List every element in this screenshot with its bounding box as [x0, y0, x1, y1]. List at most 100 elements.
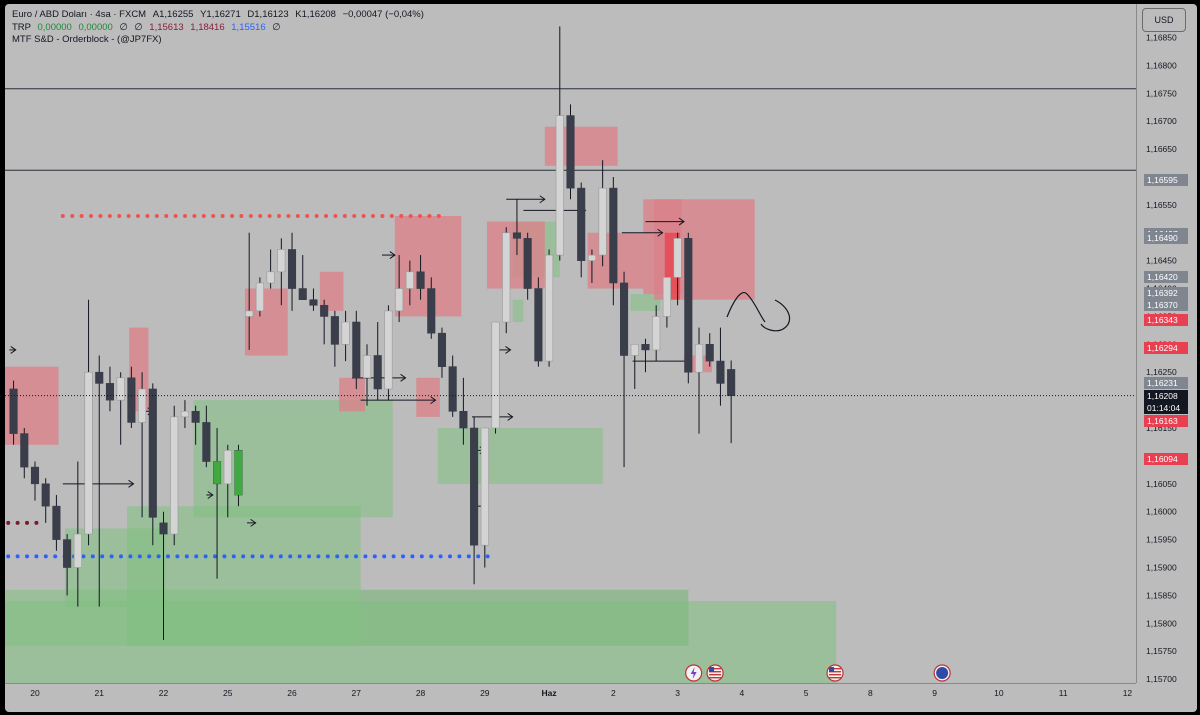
arrow-head [10, 346, 17, 354]
chart-frame[interactable]: 1,168501,168001,167501,167001,166501,166… [5, 4, 1197, 712]
candle-body [448, 366, 457, 412]
bull-candle [598, 160, 607, 267]
price-tick-label: 1,16550 [1146, 200, 1177, 210]
level-dot [201, 214, 206, 219]
level-dot [457, 554, 462, 559]
candle-body [480, 427, 489, 546]
bar-countdown: 01:14:04 [1144, 401, 1188, 414]
level-dot [258, 214, 263, 219]
candle-body [298, 288, 307, 301]
level-dot [183, 214, 188, 219]
projection-arrow [247, 518, 257, 527]
price-label: 1,16294 [1144, 341, 1188, 354]
candle-body [245, 310, 254, 317]
bull-candle [73, 461, 82, 607]
level-dot [297, 554, 302, 559]
supply-zone [319, 271, 344, 311]
us-flag-icon[interactable] [826, 664, 844, 682]
candle-body [384, 310, 393, 390]
candle-body [73, 533, 82, 568]
candle-body [84, 371, 93, 535]
projection-arrow [206, 491, 214, 499]
bull-candle [362, 344, 372, 406]
level-dot [408, 214, 413, 219]
level-dot [382, 554, 387, 559]
bear-candle [641, 338, 650, 373]
change-value: −0,00047 (−0,04%) [342, 9, 424, 20]
candle-body [598, 187, 607, 256]
demand-zone [630, 294, 661, 311]
bear-candle [63, 534, 72, 596]
projection-arrow [506, 195, 546, 204]
time-tick-label: 28 [416, 688, 426, 698]
candle-body [277, 249, 286, 273]
price-tick-label: 1,15850 [1146, 590, 1177, 600]
candle-body [30, 466, 40, 485]
level-dot [239, 214, 244, 219]
bear-candle [523, 232, 532, 300]
us-flag-stripe [829, 671, 842, 673]
price-tick-label: 1,16000 [1146, 507, 1177, 517]
symbol-title[interactable]: Euro / ABD Doları · 4sa · FXCM [12, 9, 147, 20]
price-tick-label: 1,16650 [1146, 144, 1177, 154]
bear-candle [727, 360, 736, 444]
trp-value-2: 0,00000 [78, 21, 113, 33]
candle-body [673, 238, 682, 278]
orderblock-indicator-name[interactable]: MTF S&D - Orderblock - (@JP7FX) [12, 34, 162, 45]
level-dot [399, 214, 404, 219]
arrow-head [250, 518, 257, 527]
level-dot [166, 554, 171, 559]
time-tick-label: 26 [287, 688, 297, 698]
bull-candle [673, 232, 682, 306]
price-label: 1,16420 [1144, 271, 1188, 284]
bear-candle [373, 322, 382, 401]
level-dot [335, 554, 340, 559]
close-value: 1,16208 [301, 9, 336, 20]
trp-indicator-name[interactable]: TRP [12, 21, 31, 33]
arrow-head [207, 491, 214, 499]
bear-candle [127, 366, 136, 429]
bear-candle [298, 255, 307, 301]
time-tick-label: 3 [675, 688, 680, 698]
chart-legend: Euro / ABD Doları · 4sa · FXCM A1,16255 … [12, 9, 424, 47]
chart-canvas[interactable]: 1,168501,168001,167501,167001,166501,166… [5, 4, 1197, 712]
candle-body [105, 383, 115, 401]
price-tick-label: 1,16700 [1146, 116, 1177, 126]
candle-body [352, 321, 361, 379]
demand-zone [512, 299, 524, 323]
candle-body [255, 282, 264, 312]
level-dot [98, 214, 103, 219]
legend-symbol-row: Euro / ABD Doları · 4sa · FXCM A1,16255 … [12, 9, 424, 22]
candles [9, 26, 736, 641]
level-dot [389, 214, 394, 219]
us-flag-stripe [709, 677, 722, 679]
candle-body [684, 238, 693, 373]
us-flag-icon[interactable] [706, 664, 724, 682]
price-tick-label: 1,16450 [1146, 256, 1177, 266]
bull-candle [341, 310, 350, 362]
price-tick-label: 1,16250 [1146, 367, 1177, 377]
candle-body [170, 416, 179, 535]
bear-candle [202, 405, 211, 468]
level-dot [53, 554, 58, 559]
bull-candle [266, 249, 275, 289]
bull-candle [223, 444, 232, 518]
bear-candle [287, 232, 297, 311]
dotted-level-darkred [6, 520, 39, 525]
bear-candle [330, 310, 339, 367]
currency-button[interactable]: USD [1142, 8, 1186, 32]
candle-body [373, 355, 382, 390]
candle-body [41, 483, 50, 507]
level-dot [241, 554, 246, 559]
dividend-icon[interactable] [685, 664, 703, 682]
level-dot [419, 554, 424, 559]
level-dot [286, 214, 291, 219]
eu-flag-icon[interactable] [933, 664, 951, 682]
candle-body [191, 410, 200, 423]
arrow-head [389, 251, 396, 259]
candle-body [320, 304, 329, 317]
level-dot [60, 214, 65, 219]
price-label: 1,16595 [1144, 173, 1188, 186]
candle-body [427, 288, 436, 334]
level-dot [194, 554, 199, 559]
